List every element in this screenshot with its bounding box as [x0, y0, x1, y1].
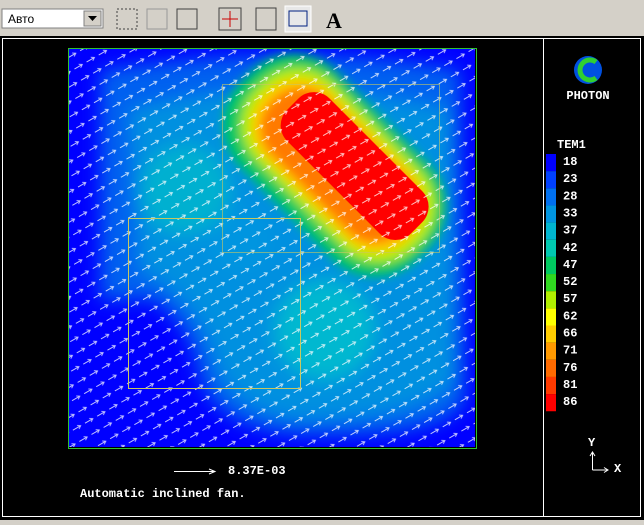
legend-value: 71 — [563, 344, 577, 358]
zoom-button[interactable] — [218, 7, 242, 31]
legend-value: 66 — [563, 327, 577, 341]
dropdown-text: Авто — [8, 12, 34, 26]
legend-value: 47 — [563, 258, 577, 272]
vector-scale: 8.37E-03 — [228, 464, 286, 478]
legend-swatch — [546, 205, 556, 223]
legend-swatch — [546, 222, 556, 240]
font-button[interactable]: A — [326, 8, 342, 33]
contour-plot — [69, 49, 475, 447]
legend: 18 23 28 33 37 42 47 52 57 62 66 71 76 81 86 — [546, 154, 577, 412]
toolbar-buttons — [116, 5, 312, 33]
legend-swatch — [546, 308, 556, 326]
legend-swatch — [546, 256, 556, 275]
legend-swatch — [546, 171, 556, 189]
legend-value: 52 — [563, 275, 577, 289]
dropdown-arrow — [88, 16, 97, 21]
legend-value: 23 — [563, 172, 577, 186]
legend-value: 28 — [563, 189, 577, 203]
axis-y-label: Y — [588, 436, 596, 450]
legend-swatch — [546, 188, 556, 206]
plot-border — [68, 48, 477, 449]
legend-swatch — [546, 239, 556, 257]
legend-swatch — [546, 376, 556, 395]
copy-button[interactable] — [146, 8, 168, 30]
caption: Automatic inclined fan. — [80, 487, 246, 501]
logo-swirl — [577, 57, 598, 83]
legend-value: 81 — [563, 378, 577, 392]
scale-arrowhead — [208, 468, 217, 475]
legend-value: 86 — [563, 395, 577, 409]
legend-swatch — [546, 342, 556, 360]
axis-indicator — [589, 451, 609, 473]
legend-value: 42 — [563, 241, 577, 255]
panel-border — [2, 38, 641, 517]
legend-value: 18 — [563, 155, 577, 169]
legend-swatch — [546, 274, 556, 292]
logo-text: PHOTON — [566, 89, 609, 103]
legend-swatch — [546, 394, 556, 412]
legend-value: 57 — [563, 292, 577, 306]
legend-swatch — [546, 291, 556, 309]
legend-swatch — [546, 325, 556, 343]
window-icon — [288, 10, 308, 27]
fan-region — [128, 218, 301, 389]
legend-value: 37 — [563, 224, 577, 238]
dropdown[interactable] — [1, 8, 104, 29]
legend-value: 76 — [563, 361, 577, 375]
legend-swatch — [546, 359, 556, 377]
axis-x-label: X — [614, 462, 622, 476]
select-button[interactable] — [116, 8, 138, 30]
zoom-icon — [222, 11, 238, 27]
paste-button[interactable] — [176, 8, 198, 30]
legend-value: 62 — [563, 309, 577, 323]
legend-swatch — [546, 154, 556, 172]
fan-region — [222, 84, 440, 253]
legend-title: TEM1 — [557, 138, 586, 152]
toolbar — [0, 0, 644, 36]
legend-value: 33 — [563, 206, 577, 220]
page-button[interactable] — [255, 7, 277, 31]
